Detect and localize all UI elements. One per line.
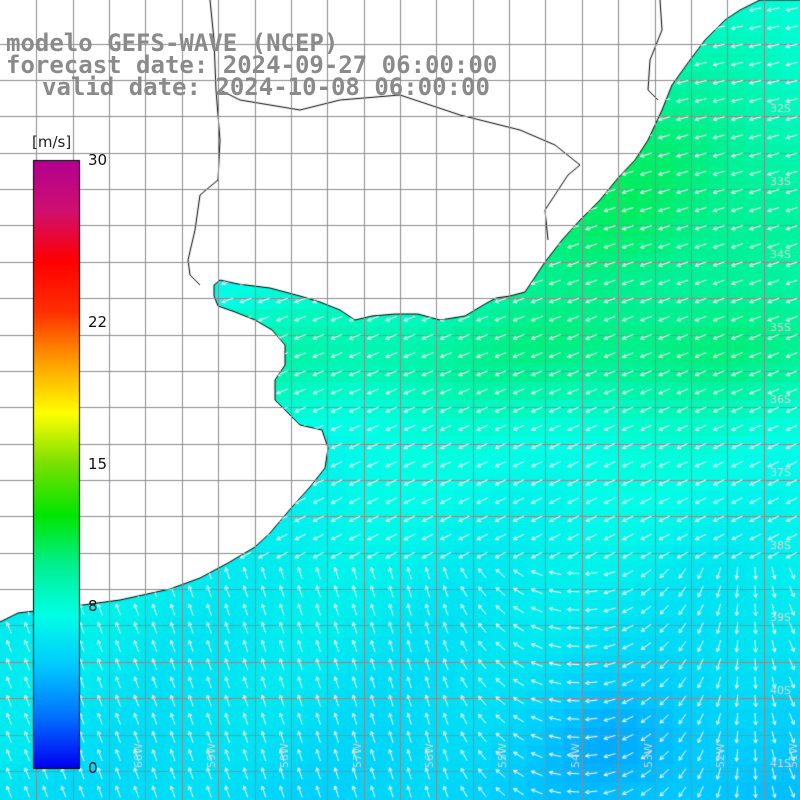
legend-tick-15: 15 <box>88 455 108 473</box>
model-title: modelo GEFS-WAVE (NCEP) <box>6 29 339 57</box>
legend-tick-8: 8 <box>88 596 98 615</box>
forecast-date: forecast date: 2024-09-27 06:00:00 <box>6 51 498 79</box>
legend-tick-22: 22 <box>88 313 108 332</box>
legend-unit-label: [m/s] <box>32 133 72 151</box>
legend-tick-0: 0 <box>88 759 98 777</box>
valid-date: valid date: 2024-10-08 06:00:00 <box>42 73 490 101</box>
legend-tick-30: 30 <box>88 151 108 169</box>
